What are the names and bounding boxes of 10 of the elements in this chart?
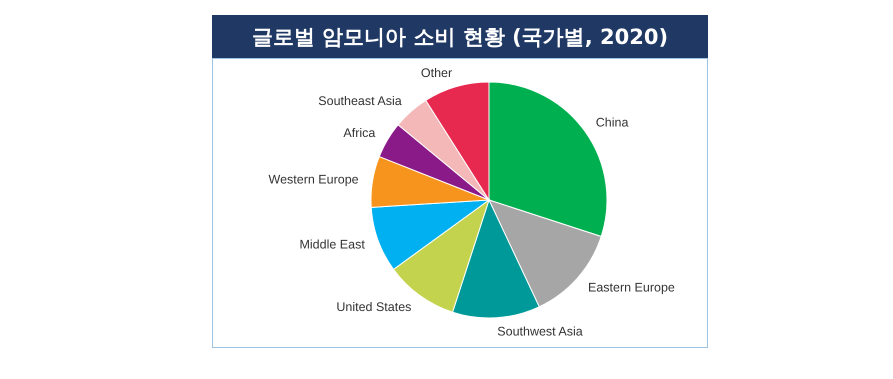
slice-label: Other — [420, 66, 452, 80]
slice-label: Western Europe — [268, 172, 359, 186]
slice-label: Southeast Asia — [318, 94, 402, 108]
slice-label: Africa — [343, 126, 376, 140]
slice-label: United States — [336, 300, 412, 314]
slice-label: Middle East — [299, 238, 366, 252]
slice-label: China — [596, 115, 628, 130]
slice-label: Southwest Asia — [497, 324, 583, 339]
chart-title: 글로벌 암모니아 소비 현황 (국가별, 2020) — [212, 15, 708, 58]
slice-label: Eastern Europe — [588, 280, 675, 294]
